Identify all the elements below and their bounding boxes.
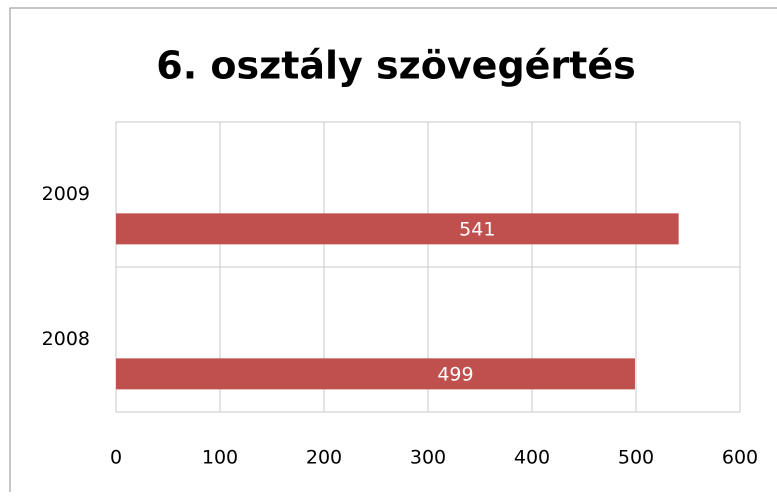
x-tick-label: 500: [618, 447, 654, 469]
chart-border: [9, 7, 777, 496]
x-tick-label: 600: [722, 447, 758, 469]
data-label: 541: [459, 218, 495, 240]
x-tick-label: 100: [202, 447, 238, 469]
data-label: 499: [437, 363, 473, 385]
y-tick-label: 2009: [42, 183, 90, 205]
chart-title: 6. osztály szövegértés: [156, 44, 635, 88]
x-tick-label: 300: [410, 447, 446, 469]
y-tick-label: 2008: [42, 328, 90, 350]
bar: [116, 358, 635, 390]
x-tick-label: 200: [306, 447, 342, 469]
x-tick-label: 0: [110, 447, 122, 469]
x-tick-label: 400: [514, 447, 550, 469]
bar: [116, 213, 679, 245]
